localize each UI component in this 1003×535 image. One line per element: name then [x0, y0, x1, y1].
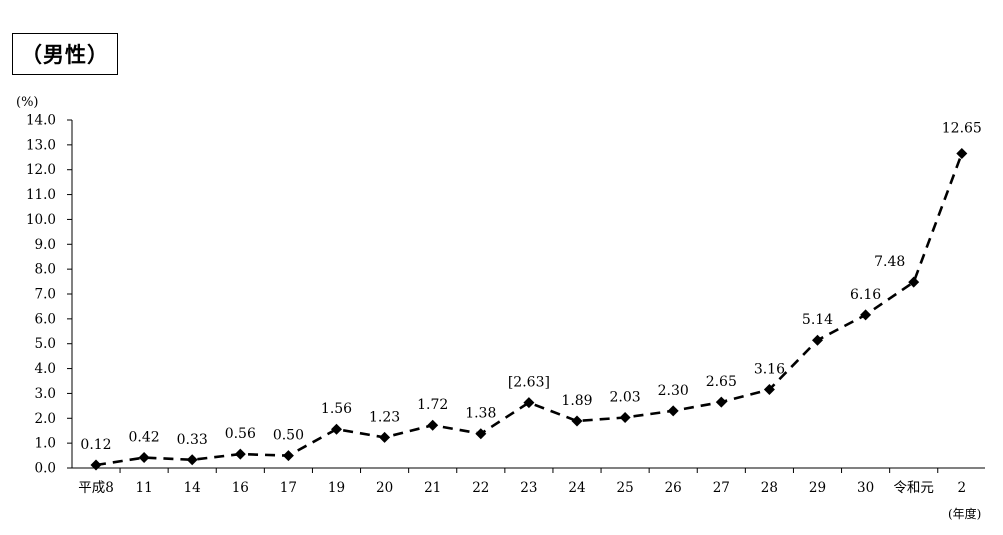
x-tick-label: 27: [713, 480, 730, 496]
data-label: 7.48: [874, 254, 905, 270]
x-tick-label: 19: [328, 480, 345, 496]
data-point-marker: [715, 396, 727, 408]
data-point-marker: [234, 448, 246, 460]
data-label: 0.56: [225, 426, 256, 442]
y-tick-label: 3.0: [35, 386, 56, 402]
series-markers: [90, 148, 968, 471]
data-point-marker: [860, 309, 872, 321]
data-labels: 0.12 0.42 0.33 0.56 0.50 1.56 1.23 1.72 1.38 [2.6…: [80, 121, 981, 453]
y-tick-label: 7.0: [35, 287, 56, 303]
y-axis-ticks: 0.0 1.0 2.0 3.0 4.0 5.0 6.0 7.0 8.0 9.0 10.0 11.0 12…: [26, 113, 72, 477]
data-point-marker: [138, 452, 150, 464]
data-label: [2.63]: [508, 375, 550, 391]
axes: [71, 120, 985, 469]
x-tick-label: 平成8: [78, 480, 114, 496]
y-tick-label: 1.0: [35, 436, 56, 452]
y-tick-label: 0.0: [35, 461, 56, 477]
data-label: 0.50: [273, 428, 304, 444]
x-tick-label: 令和元: [893, 480, 934, 496]
y-tick-label: 14.0: [26, 113, 56, 129]
data-point-marker: [523, 397, 535, 409]
x-tick-label: 16: [232, 480, 249, 496]
data-point-marker: [956, 148, 968, 160]
data-label: 2.65: [706, 374, 737, 390]
data-label: 1.72: [417, 397, 448, 413]
data-point-marker: [282, 450, 294, 462]
data-point-marker: [812, 334, 823, 346]
y-tick-label: 13.0: [26, 137, 56, 153]
data-label: 0.33: [177, 432, 208, 448]
data-label: 5.14: [802, 312, 833, 328]
chart-title: （男性）: [12, 33, 118, 75]
data-label: 6.16: [850, 287, 881, 303]
data-point-marker: [379, 431, 391, 443]
x-tick-label: 20: [376, 480, 393, 496]
data-point-marker: [619, 412, 631, 424]
data-point-marker: [908, 276, 920, 288]
y-tick-label: 9.0: [35, 237, 56, 253]
data-label: 0.12: [80, 437, 111, 453]
x-tick-label: 29: [809, 480, 826, 496]
y-tick-label: 5.0: [35, 336, 56, 352]
data-label: 12.65: [942, 121, 982, 137]
x-tick-label: 22: [472, 480, 489, 496]
data-point-marker: [475, 428, 487, 440]
data-label: 2.30: [658, 383, 689, 399]
data-label: 0.42: [129, 430, 160, 446]
y-tick-label: 4.0: [35, 361, 56, 377]
y-axis-label: (%): [16, 95, 39, 110]
data-label: 2.03: [610, 390, 641, 406]
data-label: 1.23: [369, 409, 400, 425]
x-tick-label: 26: [665, 480, 682, 496]
x-tick-label: 17: [280, 480, 297, 496]
y-tick-label: 10.0: [26, 212, 56, 228]
x-tick-label: 14: [184, 480, 201, 496]
x-tick-label: 2: [958, 480, 967, 496]
y-tick-label: 8.0: [35, 262, 56, 278]
x-axis-label: (年度): [948, 506, 981, 521]
data-point-marker: [90, 459, 102, 471]
x-tick-label: 25: [617, 480, 634, 496]
data-label: 1.89: [561, 393, 592, 409]
y-tick-label: 12.0: [26, 162, 56, 178]
x-tick-label: 11: [136, 480, 153, 496]
data-point-marker: [331, 423, 342, 435]
x-tick-label: 23: [520, 480, 537, 496]
x-axis-ticks: 平成8 11 14 16 17 19 20 21 22 23 24 25 26 27 28 29 30 令和元 2: [78, 468, 966, 496]
data-point-marker: [763, 383, 775, 395]
y-tick-label: 2.0: [35, 411, 56, 427]
x-tick-label: 28: [761, 480, 778, 496]
data-label: 3.16: [754, 361, 785, 377]
data-label: 1.56: [321, 401, 352, 417]
data-point-marker: [186, 454, 198, 466]
x-tick-label: 30: [857, 480, 874, 496]
y-tick-label: 6.0: [35, 311, 56, 327]
x-tick-label: 24: [568, 480, 585, 496]
data-point-marker: [667, 405, 679, 417]
x-tick-label: 21: [424, 480, 441, 496]
data-point-marker: [571, 415, 583, 427]
y-tick-label: 11.0: [26, 187, 56, 203]
data-point-marker: [427, 419, 439, 431]
data-label: 1.38: [465, 406, 496, 422]
series-line: [95, 153, 964, 467]
